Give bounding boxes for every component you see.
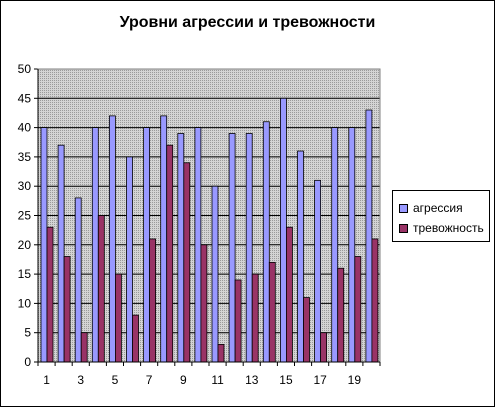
x-tick-label: 19 [348,373,362,387]
x-tick-label: 11 [211,373,224,387]
bar-aggression [211,185,219,363]
legend-item-anxiety: тревожность [399,221,484,235]
bar-anxiety [183,162,191,363]
legend-swatch-anxiety [399,223,408,233]
bar-anxiety [132,314,139,363]
y-tick-label: 10 [18,296,32,310]
bar-anxiety [234,279,242,363]
y-tick-label: 5 [24,326,31,340]
bar-anxiety [251,273,259,363]
x-tick-label: 1 [43,373,50,387]
bar-anxiety [80,332,88,363]
y-tick-label: 20 [18,238,32,252]
bar-anxiety [337,267,345,363]
bar-aggression [365,109,373,363]
x-tick-label: 17 [313,373,327,387]
bar-anxiety [149,238,157,363]
bar-aggression [40,127,48,363]
y-tick-label: 25 [18,209,32,223]
y-tick-label: 35 [18,150,32,164]
x-tick-label: 7 [146,373,153,387]
bar-aggression [194,127,202,363]
y-tick-label: 0 [24,355,31,369]
chart-title: Уровни агрессии и тревожности [119,14,376,31]
bar-anxiety [217,344,225,363]
bar-aggression [126,156,133,363]
bar-aggression [262,121,270,363]
legend-label-anxiety: тревожность [413,221,484,235]
bar-aggression [279,97,287,363]
bar-aggression [91,127,99,363]
bar-aggression [109,115,116,363]
bar-aggression [57,144,65,363]
bar-anxiety [268,261,276,363]
bar-anxiety [46,226,54,363]
legend-label-aggression: агрессия [413,201,463,215]
bar-aggression [143,127,151,363]
bar-aggression [160,115,168,363]
bar-anxiety [97,215,105,363]
bar-anxiety [371,238,379,363]
y-tick-label: 50 [18,62,32,76]
chart-legend: агрессия тревожность [392,190,490,242]
bar-anxiety [115,273,122,363]
x-tick-label: 15 [279,373,293,387]
bar-anxiety [354,256,362,363]
bar-aggression [297,150,304,363]
x-tick-label: 3 [77,373,84,387]
bar-aggression [228,133,236,363]
bar-anxiety [285,226,293,363]
bar-aggression [74,197,82,363]
bar-aggression [177,133,185,363]
y-tick-label: 15 [18,267,32,281]
bar-anxiety [166,144,174,363]
x-tick-label: 9 [180,373,187,387]
legend-item-aggression: агрессия [399,201,463,215]
x-tick-label: 5 [112,373,119,387]
y-tick-label: 45 [18,91,32,105]
bar-anxiety [63,256,71,363]
y-tick-label: 40 [18,121,32,135]
bar-anxiety [200,244,208,363]
bar-aggression [245,133,253,363]
bar-aggression [314,179,322,363]
legend-swatch-aggression [399,203,408,213]
x-tick-label: 13 [245,373,259,387]
bar-anxiety [320,332,328,363]
bar-anxiety [303,297,310,363]
bar-aggression [331,127,339,363]
bar-aggression [348,127,356,363]
y-tick-label: 30 [18,179,32,193]
